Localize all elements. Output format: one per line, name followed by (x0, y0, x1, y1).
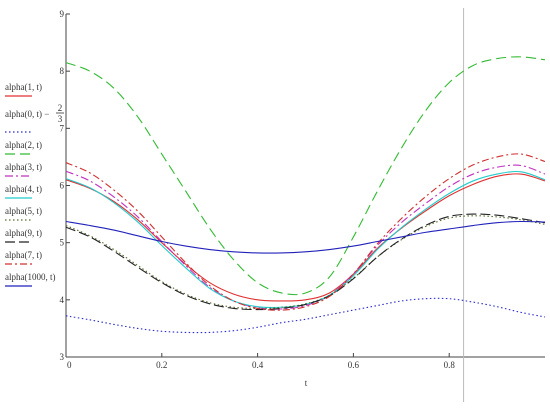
legend-fraction-numerator: 2 (58, 103, 63, 113)
legend-label: alpha(7, t) (5, 250, 42, 260)
legend-label: alpha(0, t) − (5, 109, 49, 119)
x-tick-label: 0 (67, 360, 72, 370)
y-tick-label: 5 (60, 238, 65, 248)
y-tick-label: 7 (60, 123, 65, 133)
legend-label: alpha(3, t) (5, 162, 42, 172)
legend-label: alpha(2, t) (5, 140, 42, 150)
legend-label: alpha(1, t) (5, 82, 42, 92)
legend-label: alpha(4, t) (5, 184, 42, 194)
x-tick-label: 0.2 (156, 360, 167, 370)
x-tick-label: 0.8 (444, 360, 456, 370)
legend-label: alpha(1000, t) (5, 272, 55, 282)
legend-fraction-denominator: 3 (58, 114, 63, 124)
y-tick-label: 3 (60, 352, 65, 362)
x-tick-label: 0.4 (252, 360, 264, 370)
y-tick-label: 9 (60, 9, 65, 19)
legend-label: alpha(9, t) (5, 228, 42, 238)
legend-label: alpha(5, t) (5, 206, 42, 216)
y-tick-label: 4 (60, 295, 65, 305)
y-tick-label: 6 (60, 181, 65, 191)
y-tick-label: 8 (60, 66, 65, 76)
x-tick-label: 0.6 (348, 360, 360, 370)
